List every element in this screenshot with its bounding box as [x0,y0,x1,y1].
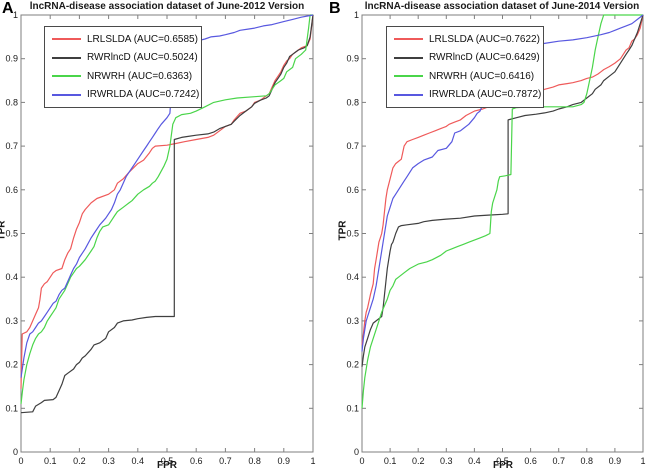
legend-entry: IRWRLDA (AUC=0.7242) [45,86,201,104]
y-tick-label: 1 [13,10,18,20]
y-tick-label: 0 [13,447,18,457]
legend-label: IRWRLDA (AUC=0.7872) [429,89,542,101]
legend-line-sample [394,93,423,96]
panel-a-legend: LRLSLDA (AUC=0.6585) RWRlncD (AUC=0.5024)… [44,26,202,108]
x-tick-label: 0.7 [552,456,565,466]
x-tick-label: 0.2 [412,456,425,466]
panel-a-plot: 0 0.1 0.2 0.3 0.4 0.5 0.6 0.7 0.8 0.9 1 0 0.1 0.2 0.3 0… [5,10,315,466]
legend-label: IRWRLDA (AUC=0.7242) [87,89,200,101]
roc-curve-rwrlncd [361,14,644,367]
roc-curve-irwrlda [20,14,314,378]
y-tick-label: 0.2 [5,360,18,370]
legend-line-sample [394,38,423,41]
y-tick-label: 0.6 [5,185,18,195]
legend-entry: NRWRH (AUC=0.6416) [387,67,543,85]
legend-line-sample [52,38,81,41]
x-tick-label: 0.6 [524,456,537,466]
y-tick-label: 0.7 [346,141,359,151]
y-tick-label: 0.9 [346,54,359,64]
legend-line-sample [52,56,81,59]
panel-b-ylabel: TPR [337,220,349,241]
legend-line-sample [394,75,423,78]
y-tick-label: 0.9 [5,54,18,64]
roc-curve-nrwrh [361,14,643,409]
legend-label: LRLSLDA (AUC=0.6585) [87,33,198,45]
y-tick-label: 0.8 [5,97,18,107]
x-tick-label: 1 [640,456,645,466]
legend-line-sample [52,93,81,96]
panel-b-title: lncRNA-disease association dataset of Ju… [364,1,640,12]
legend-entry: RWRlncD (AUC=0.5024) [45,49,201,67]
x-tick-label: 0.3 [440,456,453,466]
x-tick-label: 0.3 [102,456,115,466]
legend-entry: NRWRH (AUC=0.6363) [45,67,201,85]
x-tick-label: 0.1 [44,456,57,466]
panel-b-label: B [329,0,341,17]
legend-entry: LRLSLDA (AUC=0.7622) [387,30,543,48]
y-tick-label: 0 [354,447,359,457]
y-tick-label: 0.4 [5,272,18,282]
y-tick-label: 0.3 [5,316,18,326]
x-tick-label: 0.8 [248,456,261,466]
y-tick-label: 0.1 [5,403,18,413]
x-tick-label: 0.9 [278,456,291,466]
legend-line-sample [52,75,81,78]
y-tick-label: 1 [354,10,359,20]
legend-label: LRLSLDA (AUC=0.7622) [429,33,540,45]
legend-label: NRWRH (AUC=0.6363) [87,70,193,82]
x-tick-label: 0.1 [384,456,397,466]
roc-curve-lrlslda [361,14,644,345]
y-tick-label: 0.1 [346,403,359,413]
x-tick-label: 0.9 [609,456,622,466]
y-tick-label: 0.4 [346,272,359,282]
panel-a-label: A [2,0,14,17]
x-tick-label: 0 [359,456,364,466]
legend-label: NRWRH (AUC=0.6416) [429,70,535,82]
x-tick-label: 0.2 [73,456,86,466]
x-tick-label: 0 [18,456,23,466]
y-tick-label: 0.5 [346,229,359,239]
y-tick-label: 0.6 [346,185,359,195]
x-tick-label: 0.4 [132,456,145,466]
legend-entry: RWRlncD (AUC=0.6429) [387,49,543,67]
legend-label: RWRlncD (AUC=0.5024) [87,52,198,64]
x-tick-label: 1 [310,456,315,466]
legend-label: RWRlncD (AUC=0.6429) [429,52,540,64]
x-tick-label: 0.5 [496,456,509,466]
y-tick-label: 0.8 [346,97,359,107]
y-tick-label: 0.7 [5,141,18,151]
roc-curve-lrlslda [20,14,314,389]
panel-a-title: lncRNA-disease association dataset of Ju… [29,1,305,12]
roc-curve-nrwrh [20,14,313,404]
panel-b-legend: LRLSLDA (AUC=0.7622) RWRlncD (AUC=0.6429)… [386,26,544,108]
y-tick-label: 0.2 [346,360,359,370]
panel-a-ylabel: TPR [0,220,8,241]
y-tick-label: 0.5 [5,229,18,239]
panel-b-xlabel: FPR [493,460,513,471]
legend-line-sample [394,56,423,59]
roc-curve-irwrlda [361,14,644,352]
panel-a-xlabel: FPR [157,460,177,471]
panel-b-plot: 0 0.1 0.2 0.3 0.4 0.5 0.6 0.7 0.8 0.9 1 0 0.1 0.2 0.3 0… [346,10,645,466]
x-tick-label: 0.4 [468,456,481,466]
roc-curve-rwrlncd [20,14,314,414]
x-tick-label: 0.5 [161,456,174,466]
x-tick-label: 0.7 [219,456,232,466]
y-tick-label: 0.3 [346,316,359,326]
x-tick-label: 0.8 [581,456,594,466]
legend-entry: LRLSLDA (AUC=0.6585) [45,30,201,48]
legend-entry: IRWRLDA (AUC=0.7872) [387,86,543,104]
x-tick-label: 0.6 [190,456,203,466]
